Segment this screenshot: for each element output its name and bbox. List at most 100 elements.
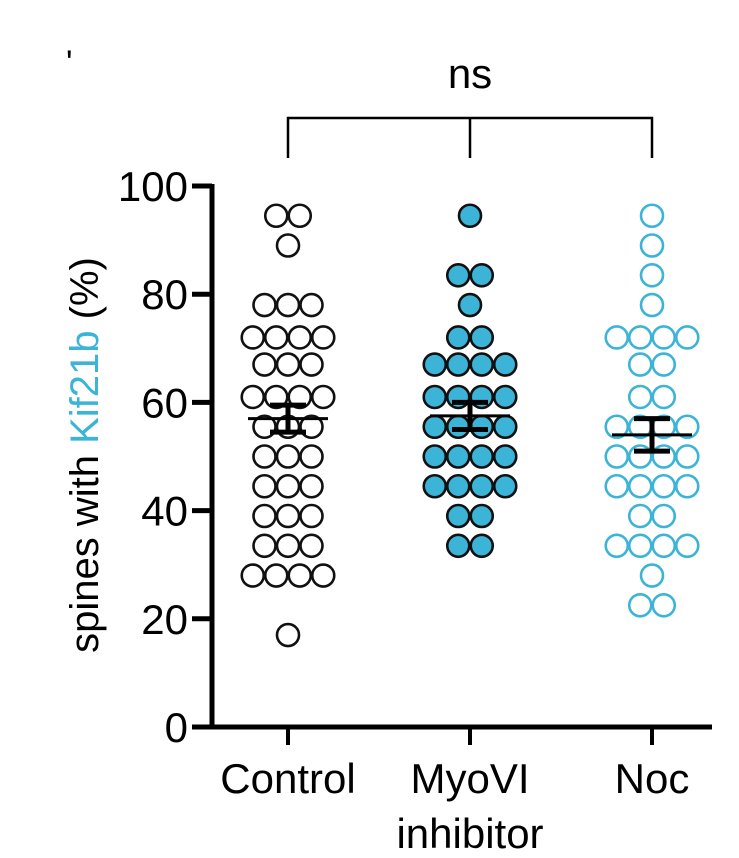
data-point — [627, 384, 653, 410]
y-axis-label: spines with Kif21b (%) — [63, 257, 107, 653]
data-marks — [240, 203, 700, 648]
data-point — [275, 444, 301, 469]
data-point — [457, 292, 483, 318]
data-point — [445, 444, 471, 469]
data-point — [674, 414, 700, 440]
data-point — [422, 444, 448, 469]
data-point — [299, 352, 324, 377]
data-point — [240, 384, 266, 410]
data-point — [469, 473, 495, 499]
data-point — [252, 352, 277, 377]
y-axis-label-prefix: spines with — [63, 444, 107, 653]
y-tick-label: 100 — [118, 163, 188, 210]
data-point — [627, 592, 653, 618]
data-point — [457, 203, 483, 229]
data-point — [263, 325, 289, 350]
data-point — [469, 503, 495, 529]
data-point — [445, 473, 471, 499]
data-point — [299, 503, 324, 529]
bracket-line — [286, 116, 654, 158]
data-point — [275, 352, 301, 377]
data-point — [252, 292, 277, 318]
data-point — [263, 563, 289, 588]
data-point — [492, 444, 518, 469]
data-point — [299, 292, 324, 318]
data-point — [604, 444, 630, 469]
x-tick-label: Control — [220, 755, 355, 802]
series-1 — [422, 203, 518, 559]
data-point — [287, 563, 313, 588]
data-point — [445, 533, 471, 559]
axes: 0 20 40 60 80 100 Control MyoVI inhibitor Noc — [118, 163, 712, 857]
data-point — [674, 325, 700, 350]
data-point — [275, 533, 301, 559]
data-point — [604, 325, 630, 350]
data-point — [639, 563, 665, 588]
y-tick-label: 80 — [141, 271, 188, 318]
data-point — [287, 203, 313, 229]
data-point — [310, 563, 336, 588]
data-point — [299, 444, 324, 469]
data-point — [469, 414, 495, 440]
data-point — [422, 352, 448, 377]
data-point — [492, 352, 518, 377]
data-point — [287, 384, 313, 410]
data-point — [674, 473, 700, 499]
significance-bracket: ns — [286, 50, 654, 158]
x-tick-label: Noc — [615, 755, 690, 802]
data-point — [275, 473, 301, 499]
data-point — [310, 325, 336, 350]
data-point — [639, 233, 665, 258]
data-point — [627, 473, 653, 499]
data-point — [445, 414, 471, 440]
data-point — [639, 262, 665, 288]
data-point — [674, 444, 700, 469]
data-point — [651, 325, 677, 350]
data-point — [263, 203, 289, 229]
data-point — [287, 325, 313, 350]
x-tick-label: MyoVI — [410, 755, 529, 802]
data-point — [651, 503, 677, 529]
data-point — [604, 473, 630, 499]
data-point — [299, 533, 324, 559]
data-point — [469, 444, 495, 469]
data-point — [310, 384, 336, 410]
data-point — [422, 414, 448, 440]
data-point — [639, 292, 665, 318]
data-point — [275, 233, 301, 258]
data-point — [639, 203, 665, 229]
y-tick-label: 60 — [141, 379, 188, 426]
data-point — [469, 262, 495, 288]
y-axis-label-suffix: (%) — [63, 257, 107, 330]
data-point — [275, 503, 301, 529]
data-point — [445, 325, 471, 350]
data-point — [252, 473, 277, 499]
data-point — [252, 533, 277, 559]
y-tick-label: 0 — [165, 704, 188, 751]
data-point — [469, 533, 495, 559]
data-point — [469, 325, 495, 350]
data-point — [240, 325, 266, 350]
data-point — [445, 352, 471, 377]
data-point — [651, 473, 677, 499]
significance-label: ns — [448, 50, 492, 97]
x-tick-label: inhibitor — [396, 810, 543, 857]
data-point — [445, 262, 471, 288]
data-point — [275, 622, 301, 648]
data-point — [422, 384, 448, 410]
data-point — [627, 533, 653, 559]
data-point — [604, 414, 630, 440]
data-point — [252, 503, 277, 529]
data-point — [422, 473, 448, 499]
y-axis-label-highlight: Kif21b — [63, 330, 107, 443]
data-point — [445, 503, 471, 529]
data-point — [604, 533, 630, 559]
data-point — [651, 384, 677, 410]
data-point — [469, 352, 495, 377]
y-tick-label: 20 — [141, 596, 188, 643]
data-point — [651, 352, 677, 377]
data-point — [651, 592, 677, 618]
data-point — [627, 352, 653, 377]
data-point — [240, 563, 266, 588]
